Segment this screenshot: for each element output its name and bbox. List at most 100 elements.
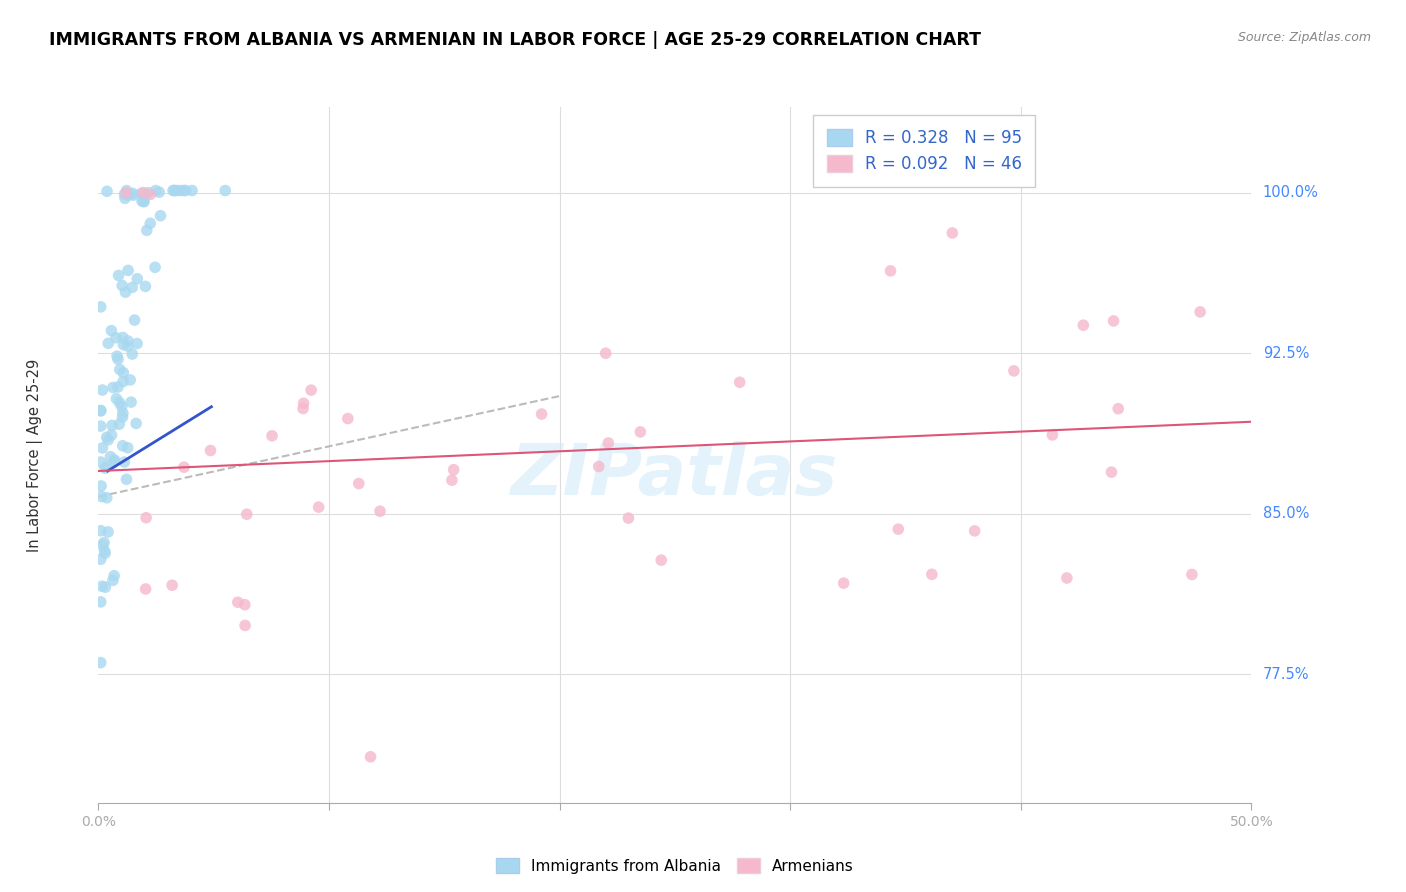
Point — [114, 187, 136, 202]
Point — [887, 522, 910, 536]
Point — [96, 459, 118, 474]
Point — [90, 403, 112, 417]
Point — [90, 490, 112, 504]
Text: 85.0%: 85.0% — [1263, 507, 1309, 521]
Point — [200, 443, 222, 458]
Point — [879, 264, 901, 278]
Point — [336, 411, 359, 425]
Point — [97, 336, 120, 351]
Point — [94, 580, 117, 594]
Point — [111, 439, 134, 453]
Point — [1002, 364, 1025, 378]
Point — [122, 188, 145, 202]
Point — [160, 578, 183, 592]
Point — [921, 567, 943, 582]
Point — [165, 184, 187, 198]
Point — [1107, 401, 1129, 416]
Point — [111, 406, 134, 420]
Legend: R = 0.328   N = 95, R = 0.092   N = 46: R = 0.328 N = 95, R = 0.092 N = 46 — [813, 115, 1035, 186]
Point — [90, 455, 112, 469]
Point — [226, 595, 249, 609]
Point — [114, 285, 136, 300]
Point — [598, 436, 620, 450]
Point — [93, 544, 115, 558]
Point — [112, 337, 135, 351]
Point — [125, 417, 148, 431]
Point — [173, 184, 195, 198]
Point — [1101, 465, 1123, 479]
Point — [101, 574, 124, 588]
Point — [135, 223, 157, 237]
Point — [121, 347, 143, 361]
Point — [443, 463, 465, 477]
Point — [299, 383, 322, 397]
Point — [111, 400, 134, 414]
Text: 92.5%: 92.5% — [1263, 346, 1309, 360]
Text: 100.0%: 100.0% — [1263, 186, 1319, 200]
Point — [292, 396, 315, 410]
Point — [595, 346, 617, 360]
Point — [93, 535, 115, 549]
Text: IMMIGRANTS FROM ALBANIA VS ARMENIAN IN LABOR FORCE | AGE 25-29 CORRELATION CHART: IMMIGRANTS FROM ALBANIA VS ARMENIAN IN L… — [49, 31, 981, 49]
Point — [97, 433, 120, 447]
Point — [214, 184, 236, 198]
Point — [105, 392, 128, 406]
Point — [145, 184, 167, 198]
Point — [100, 428, 122, 442]
Point — [115, 184, 138, 198]
Point — [90, 524, 112, 538]
Point — [90, 419, 112, 434]
Point — [96, 430, 118, 444]
Point — [1102, 314, 1125, 328]
Point — [832, 576, 855, 591]
Point — [233, 618, 256, 632]
Point — [530, 407, 553, 421]
Point — [101, 418, 124, 433]
Point — [90, 656, 112, 670]
Point — [941, 226, 963, 240]
Point — [117, 263, 139, 277]
Point — [101, 380, 124, 394]
Point — [117, 188, 139, 202]
Point — [135, 510, 157, 524]
Point — [121, 186, 143, 201]
Legend: Immigrants from Albania, Armenians: Immigrants from Albania, Armenians — [491, 852, 859, 880]
Point — [100, 324, 122, 338]
Point — [120, 373, 142, 387]
Point — [105, 349, 128, 363]
Point — [111, 410, 134, 425]
Point — [292, 401, 315, 416]
Point — [650, 553, 672, 567]
Point — [90, 404, 112, 418]
Text: In Labor Force | Age 25-29: In Labor Force | Age 25-29 — [27, 359, 44, 551]
Point — [440, 473, 463, 487]
Point — [132, 194, 155, 209]
Point — [1181, 567, 1204, 582]
Point — [728, 376, 751, 390]
Point — [134, 279, 156, 293]
Point — [163, 184, 186, 198]
Point — [124, 313, 146, 327]
Point — [90, 595, 112, 609]
Point — [107, 380, 129, 394]
Point — [162, 184, 184, 198]
Point — [236, 507, 259, 521]
Point — [117, 339, 139, 353]
Point — [108, 395, 131, 409]
Point — [181, 184, 204, 198]
Point — [169, 184, 191, 198]
Point — [148, 185, 170, 199]
Point — [1056, 571, 1078, 585]
Point — [112, 455, 135, 469]
Point — [260, 429, 283, 443]
Point — [115, 186, 138, 200]
Point — [173, 460, 195, 475]
Point — [94, 546, 117, 560]
Point — [117, 334, 139, 348]
Point — [107, 268, 129, 283]
Point — [120, 395, 142, 409]
Point — [135, 582, 157, 596]
Point — [121, 280, 143, 294]
Point — [90, 479, 112, 493]
Point — [963, 524, 986, 538]
